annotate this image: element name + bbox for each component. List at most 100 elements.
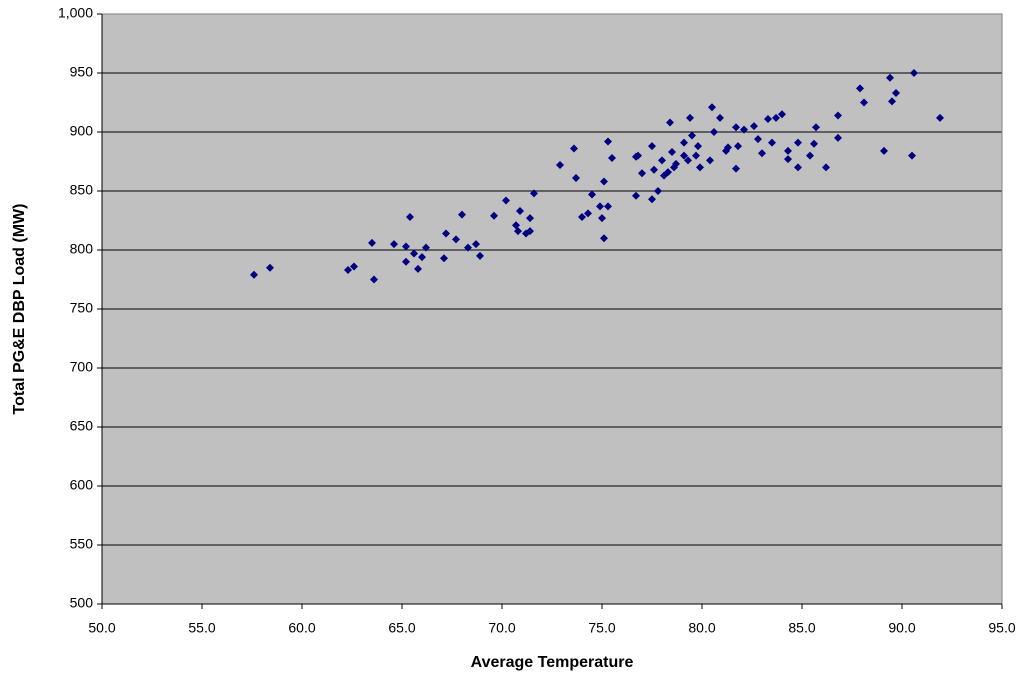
point: [860, 98, 868, 107]
point: [750, 122, 758, 131]
point: [834, 133, 842, 142]
point: [350, 262, 358, 271]
point: [664, 168, 672, 177]
point: [648, 195, 656, 204]
point: [680, 138, 688, 147]
point: [706, 156, 714, 165]
point: [250, 270, 258, 279]
point: [604, 137, 612, 146]
x-tick-label: 80.0: [688, 620, 715, 636]
point: [666, 118, 674, 127]
point: [936, 113, 944, 122]
point: [422, 243, 430, 252]
point: [370, 275, 378, 284]
y-tick-label: 700: [70, 359, 94, 375]
point: [464, 243, 472, 252]
point: [570, 144, 578, 153]
point: [472, 240, 480, 249]
point: [490, 211, 498, 220]
point: [708, 103, 716, 112]
point: [418, 253, 426, 262]
point: [694, 142, 702, 151]
y-tick-label: 950: [70, 64, 94, 80]
point: [784, 155, 792, 164]
point: [572, 174, 580, 183]
y-tick-label: 500: [70, 595, 94, 611]
x-tick-label: 90.0: [888, 620, 915, 636]
point: [784, 146, 792, 155]
x-axis-title: Average Temperature: [471, 654, 634, 671]
point: [716, 113, 724, 122]
point: [812, 123, 820, 132]
point: [834, 111, 842, 120]
x-tick-label: 85.0: [788, 620, 815, 636]
y-tick-label: 850: [70, 182, 94, 198]
point: [822, 163, 830, 172]
point: [406, 212, 414, 221]
point: [668, 148, 676, 157]
y-tick-label: 800: [70, 241, 94, 257]
x-tick-label: 65.0: [388, 620, 415, 636]
point: [632, 191, 640, 200]
point: [880, 146, 888, 155]
point: [514, 227, 522, 236]
point: [266, 263, 274, 272]
point: [598, 214, 606, 223]
point: [458, 210, 466, 219]
point: [414, 264, 422, 273]
point: [794, 138, 802, 147]
x-tick-label: 55.0: [188, 620, 215, 636]
point: [588, 190, 596, 199]
point: [686, 113, 694, 122]
point: [778, 110, 786, 119]
point: [650, 165, 658, 174]
point: [910, 69, 918, 77]
point: [886, 73, 894, 82]
point: [452, 235, 460, 244]
point: [724, 143, 732, 152]
point: [600, 234, 608, 243]
point: [710, 128, 718, 136]
point: [440, 254, 448, 263]
point: [892, 89, 900, 98]
point: [908, 151, 916, 160]
point: [696, 163, 704, 172]
point: [604, 202, 612, 211]
point: [806, 151, 814, 160]
point: [634, 151, 642, 160]
point: [608, 153, 616, 162]
point: [584, 209, 592, 218]
point: [732, 164, 740, 173]
point: [390, 240, 398, 249]
point: [530, 189, 538, 198]
y-tick-label: 1,000: [58, 5, 93, 21]
y-tick-label: 650: [70, 418, 94, 434]
point: [692, 151, 700, 160]
point: [476, 251, 484, 260]
point: [856, 84, 864, 93]
point: [684, 156, 692, 165]
point: [672, 159, 680, 168]
point: [600, 177, 608, 186]
point: [526, 214, 534, 223]
x-tick-label: 95.0: [988, 620, 1015, 636]
point: [578, 212, 586, 221]
point: [688, 131, 696, 140]
point: [772, 113, 780, 122]
point: [758, 149, 766, 158]
point: [658, 156, 666, 165]
point: [794, 163, 802, 172]
point: [754, 135, 762, 144]
x-tick-label: 50.0: [88, 620, 115, 636]
y-tick-label: 550: [70, 536, 94, 552]
point: [764, 115, 772, 124]
y-axis-title: Total PG&E DBP Load (MW): [11, 204, 28, 415]
point: [810, 139, 818, 148]
point: [410, 249, 418, 258]
point: [344, 266, 352, 275]
point: [654, 187, 662, 195]
point: [732, 123, 740, 132]
point: [442, 229, 450, 238]
point: [526, 227, 534, 236]
